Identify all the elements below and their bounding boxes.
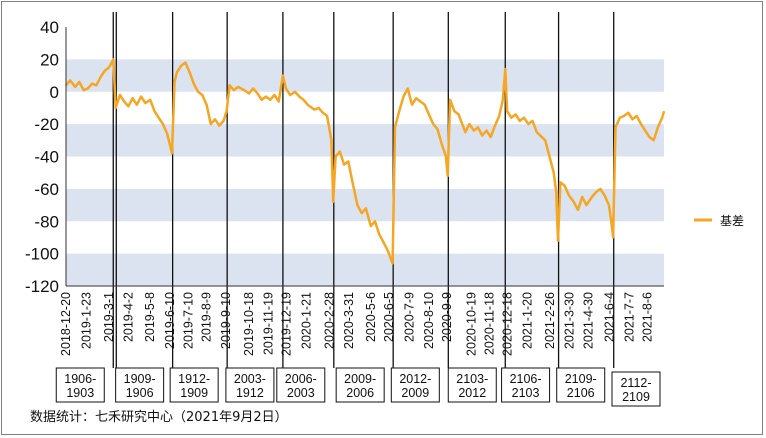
y-tick-label: -20	[34, 115, 59, 134]
contract-label-line: 1909	[180, 386, 208, 400]
x-tick-label: 2020-9-9	[440, 292, 454, 342]
x-tick-label: 2019-8-9	[200, 292, 214, 342]
contract-label-line: 2112-	[620, 376, 651, 390]
y-tick-label: -120	[25, 277, 59, 296]
x-tick-label: 2021-7-7	[622, 292, 636, 342]
x-tick-label: 2020-7-9	[403, 292, 417, 342]
shaded-bands	[66, 59, 664, 286]
x-tick-label: 2020-5-6	[364, 292, 378, 342]
contract-label-line: 1912	[236, 386, 264, 400]
x-tick-label: 2021-6-4	[602, 292, 616, 342]
legend: 基差	[694, 214, 744, 228]
contract-box	[501, 367, 551, 403]
y-tick-label: -60	[34, 180, 59, 199]
x-tick-label: 2020-1-21	[300, 292, 314, 349]
x-tick-label: 2019-12-19	[280, 292, 294, 356]
x-tick-label: 2021-3-30	[562, 292, 576, 349]
contract-box	[276, 367, 326, 403]
x-tick-label: 2019-11-19	[261, 292, 275, 355]
contract-label-line: 2103-	[456, 372, 488, 386]
shaded-band-2	[66, 188, 664, 222]
series-line-basis	[65, 58, 666, 265]
contract-label-line: 1912-	[178, 372, 210, 386]
contract-label-line: 2009	[401, 386, 429, 400]
contract-labels: 1906-1903 1909-1906 1912-1909 2003-1912 2006…	[55, 367, 661, 407]
x-tick-label: 2021-4-30	[581, 292, 595, 349]
x-tick-label: 2019-4-2	[121, 292, 135, 342]
x-tick-label: 2020-11-18	[483, 292, 497, 355]
x-tick-label: 2020-10-19	[464, 292, 478, 356]
x-tick-label: 2019-7-10	[181, 292, 195, 349]
contract-label-line: 2106	[567, 386, 595, 400]
y-tick-label: -100	[25, 245, 59, 264]
x-tick-label: 2020-3-31	[342, 292, 356, 349]
shaded-band-1	[66, 124, 664, 157]
y-tick-label: -40	[34, 148, 59, 167]
source-note: 数据统计：七禾研究中心（2021年9月2日）	[30, 410, 288, 425]
contract-label-line: 2006-	[285, 372, 317, 386]
contract-box	[169, 367, 219, 403]
y-tick-label: 20	[40, 50, 59, 69]
x-tick-label: 2019-9-10	[219, 292, 233, 349]
x-tick-label: 2020-8-10	[422, 292, 436, 349]
x-tick-label: 2021-1-20	[521, 292, 535, 349]
contract-box	[611, 371, 661, 407]
contract-label-line: 2006	[346, 386, 374, 400]
contract-label-line: 1906-	[64, 372, 96, 386]
contract-box	[447, 367, 497, 403]
x-tick-label: 2018-12-20	[59, 292, 73, 356]
x-tick-label: 2019-6-10	[163, 292, 177, 349]
contract-box	[55, 367, 105, 403]
contract-box	[225, 367, 275, 403]
y-axis: 40 20 0 -20 -40 -60 -80 -100 -120	[25, 18, 67, 296]
contract-label-line: 2109-	[565, 372, 597, 386]
contract-label-line: 1909-	[124, 372, 156, 386]
shaded-band-0	[66, 59, 664, 92]
y-tick-label: 40	[40, 18, 59, 37]
y-tick-label: -80	[34, 212, 59, 231]
x-tick-label: 2019-5-8	[143, 292, 157, 342]
x-tick-label: 2020-12-18	[501, 292, 515, 356]
x-tick-label: 2019-10-18	[242, 292, 256, 356]
contract-label-line: 2012	[458, 386, 486, 400]
x-tick-label: 2020-6-5	[382, 292, 396, 342]
legend-label: 基差	[720, 214, 744, 228]
contract-label-line: 2106-	[510, 372, 542, 386]
contract-label-line: 1906	[126, 386, 154, 400]
x-tick-label: 2020-2-28	[323, 292, 337, 349]
contract-label-line: 2012-	[399, 372, 431, 386]
x-tick-label: 2021-8-6	[641, 292, 655, 342]
series-layer	[65, 58, 666, 265]
x-axis: 2018-12-20 2019-1-23 2019-3-1 2019-4-2 2019-…	[59, 285, 664, 356]
contract-box	[115, 367, 165, 403]
contract-label-line: 2109	[622, 390, 650, 404]
x-tick-label: 2019-1-23	[80, 292, 94, 349]
y-tick-label: 0	[50, 83, 59, 102]
shaded-band-3	[66, 253, 664, 286]
contract-label-line: 2003	[287, 386, 315, 400]
contract-box	[556, 367, 606, 403]
contract-label-line: 2009-	[344, 372, 376, 386]
x-tick-label: 2019-3-1	[102, 292, 116, 342]
contract-label-line: 2103	[512, 386, 540, 400]
contract-box	[390, 367, 440, 403]
x-tick-label: 2021-2-26	[543, 292, 557, 349]
contract-box	[335, 367, 385, 403]
contract-label-line: 1903	[66, 386, 94, 400]
contract-label-line: 2003-	[234, 372, 266, 386]
